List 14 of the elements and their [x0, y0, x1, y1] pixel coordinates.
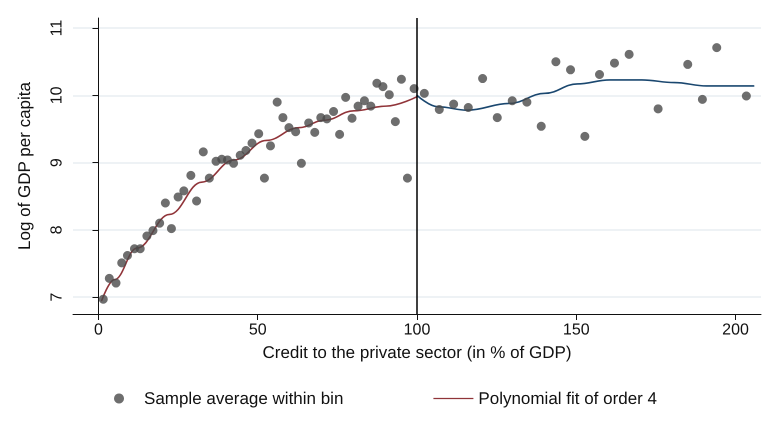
y-tick-label: 11: [48, 20, 66, 36]
x-tick-label: 0: [94, 322, 104, 338]
x-tick-label: 100: [404, 322, 430, 338]
x-tick-label: 200: [722, 322, 749, 338]
legend-label: Polynomial fit of order 4: [478, 389, 657, 408]
x-tick-label: 150: [562, 322, 590, 338]
y-tick-label: 8: [48, 225, 66, 234]
x-axis-title: Credit to the private sector (in % of GDP): [262, 343, 572, 362]
y-tick-label: 10: [48, 86, 66, 104]
y-axis-title: Log of GDP per capita: [15, 82, 34, 250]
legend-label: Sample average within bin: [144, 389, 344, 408]
y-tick-label: 9: [48, 158, 66, 168]
x-tick-label: 50: [248, 322, 267, 338]
y-tick-label: 7: [48, 292, 66, 302]
